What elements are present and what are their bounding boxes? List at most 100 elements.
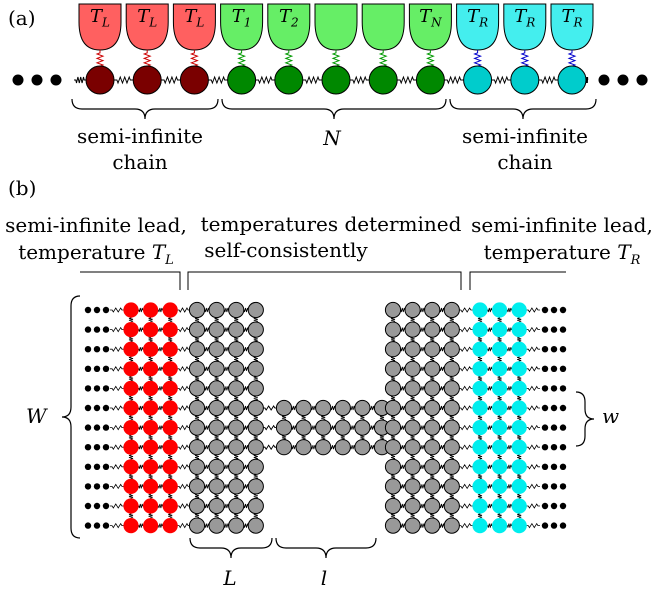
lattice-vspring-2-0 [168, 317, 173, 323]
lattice-atom-right_lead-18-2 [492, 341, 508, 357]
lattice-atom-center-14-0 [404, 301, 421, 319]
lattice-hspring-3-2 [177, 365, 190, 372]
lattice-dot-left-3-2 [102, 365, 110, 372]
lattice-hspring-5-16 [458, 405, 473, 411]
lattice-atom-center-6-11 [247, 517, 264, 534]
lattice-dot-right-10-1 [550, 502, 558, 510]
lattice-vspring-2-6 [168, 434, 173, 441]
lattice-atom-center-9-5 [315, 399, 332, 417]
lattice-atom-center-5-5 [228, 399, 245, 417]
lattice-vspring-17-6 [477, 434, 483, 441]
bath-label-center-1: T2 [278, 6, 299, 30]
lattice-hspring-11-1 [157, 523, 164, 528]
lattice-vspring-2-7 [168, 454, 173, 460]
lattice-atom-right_lead-18-9 [492, 478, 508, 494]
panel-b-lattice [84, 301, 567, 534]
lattice-hspring-11-2 [177, 522, 190, 529]
lattice-hspring-7-0 [138, 445, 144, 450]
lattice-hspring-in-3 [110, 366, 124, 372]
lattice-atom-left_lead-1-11 [143, 518, 159, 534]
chain-spring-4 [302, 75, 322, 85]
bath-label-right-2: TR [561, 6, 583, 30]
lattice-atom-center-16-4 [443, 380, 460, 397]
lattice-atom-left_lead-1-2 [143, 341, 159, 357]
lattice-atom-center-5-1 [228, 321, 245, 338]
lattice-vspring-1-2 [148, 356, 153, 362]
lattice-atom-left_lead-0-4 [123, 380, 139, 396]
lattice-atom-right_lead-17-9 [472, 478, 488, 494]
lattice-hspring-1-10 [458, 326, 473, 333]
lattice-atom-right_lead-17-8 [472, 459, 488, 475]
lattice-vspring-17-0 [477, 317, 483, 323]
lattice-vspring-0-0 [128, 317, 134, 323]
lattice-vspring-19-3 [517, 375, 522, 382]
bath-right-9 [503, 3, 547, 51]
lattice-hspring-7-17 [487, 445, 493, 450]
lattice-hspring-out-5 [526, 405, 540, 411]
lattice-atom-center-3-11 [188, 517, 206, 534]
lattice-dot-left-8-0 [84, 463, 92, 470]
lattice-hspring-in-7 [110, 444, 124, 450]
lattice-vspring-0-3 [128, 375, 134, 382]
lattice-atom-center-6-9 [247, 478, 264, 495]
lattice-atom-center-15-2 [424, 341, 441, 358]
lattice-vspring-2-9 [168, 493, 173, 499]
lattice-dot-right-7-2 [559, 444, 567, 451]
lattice-vspring-17-1 [477, 336, 483, 343]
lattice-hspring-in-4 [110, 385, 124, 392]
lattice-dot-left-1-2 [102, 326, 110, 333]
lattice-hspring-in-1 [110, 326, 124, 333]
lattice-hspring-10-11 [487, 503, 493, 509]
lattice-atom-center-3-4 [188, 380, 206, 397]
lattice-vspring-18-1 [497, 336, 502, 343]
lattice-dot-left-0-0 [84, 306, 92, 314]
lattice-atom-left_lead-0-8 [123, 459, 139, 475]
lattice-hspring-2-10 [458, 346, 473, 352]
lattice-atom-center-4-7 [208, 439, 225, 456]
lattice-atom-center-6-10 [247, 497, 264, 515]
lattice-vspring-1-0 [148, 317, 153, 323]
lattice-hspring-0-11 [487, 307, 493, 313]
lattice-vspring-2-3 [168, 375, 173, 382]
lattice-atom-center-4-0 [208, 301, 225, 319]
lattice-atom-center-15-0 [424, 301, 441, 319]
left-chain-label-line2: chain [112, 150, 168, 174]
lattice-atom-center-7-7 [275, 439, 293, 456]
lattice-hspring-0-12 [506, 307, 513, 313]
chain-atom-center-5 [321, 65, 351, 95]
lattice-hspring-out-11 [526, 522, 540, 529]
lattice-dot-left-4-1 [93, 385, 101, 392]
lattice-hspring-4-1 [157, 386, 164, 391]
lattice-dot-right-0-1 [550, 306, 558, 314]
lattice-dot-right-10-0 [541, 502, 549, 510]
lattice-hspring-8-12 [506, 464, 513, 469]
lattice-hspring-6-0 [138, 425, 144, 430]
lattice-atom-center-10-5 [334, 399, 351, 417]
lattice-atom-center-13-5 [384, 399, 402, 417]
lattice-dot-left-5-2 [102, 404, 110, 412]
chain-spring-3 [255, 75, 275, 85]
lattice-atom-right_lead-19-8 [511, 459, 527, 475]
lattice-atom-center-8-6 [295, 419, 312, 436]
lattice-dot-left-4-0 [84, 385, 92, 392]
center-region-bracket [187, 271, 462, 290]
lattice-atom-center-14-7 [404, 439, 421, 456]
lattice-hspring-out-1 [526, 326, 540, 333]
lattice-atom-center-3-7 [188, 439, 206, 456]
lattice-atom-center-7-6 [275, 419, 293, 436]
chain-spring-7 [444, 75, 464, 85]
lattice-atom-center-13-10 [384, 497, 402, 515]
lattice-atom-center-6-7 [247, 439, 264, 456]
lattice-dot-right-8-1 [550, 463, 558, 470]
lattice-atom-left_lead-1-0 [143, 302, 159, 318]
ellipsis-dot-2 [50, 74, 62, 86]
lattice-atom-center-10-6 [334, 419, 351, 436]
lattice-atom-right_lead-17-4 [472, 380, 488, 396]
lattice-vspring-18-4 [497, 395, 502, 401]
lattice-atom-left_lead-0-6 [123, 420, 139, 436]
lattice-atom-center-16-6 [443, 419, 460, 436]
chain-atom-center-3 [227, 65, 257, 95]
lattice-dot-left-6-0 [84, 424, 92, 431]
lattice-hspring-4-12 [506, 386, 513, 391]
